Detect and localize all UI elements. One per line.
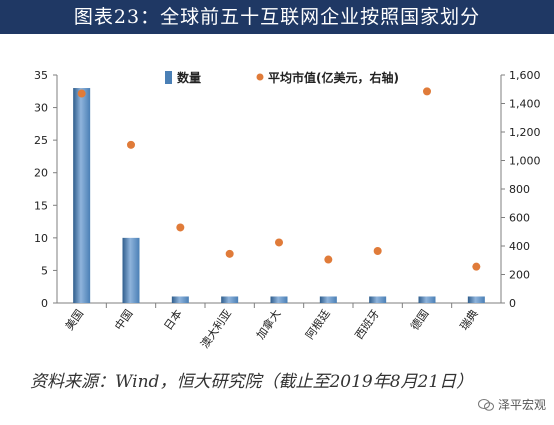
y-left-tick-label: 5 <box>41 264 48 277</box>
watermark: 泽平宏观 <box>477 396 546 413</box>
bar <box>221 296 239 303</box>
y-left-tick-label: 15 <box>34 199 48 212</box>
bar <box>319 296 337 303</box>
y-left-tick-label: 35 <box>34 69 48 82</box>
wechat-icon <box>477 398 494 411</box>
x-category-label: 加拿大 <box>253 307 283 342</box>
x-category-label: 中国 <box>112 307 135 332</box>
y-left-tick-label: 0 <box>41 297 48 310</box>
dots-layer <box>77 87 481 271</box>
scatter-point <box>324 255 333 264</box>
bars-layer <box>73 88 485 304</box>
legend: 数量 平均市值(亿美元，右轴) <box>165 70 399 85</box>
bar <box>122 237 140 303</box>
scatter-point <box>77 89 86 98</box>
watermark-text: 泽平宏观 <box>497 398 546 412</box>
legend-bar-label: 数量 <box>177 70 201 85</box>
x-category-label: 德国 <box>407 307 431 333</box>
y-right-tick-label: 800 <box>509 183 530 196</box>
scatter-point <box>225 249 234 258</box>
y-right-tick-label: 200 <box>509 269 530 282</box>
scatter-point <box>275 238 283 247</box>
y-right-tick-label: 1,400 <box>509 98 541 111</box>
x-category-label: 阿根廷 <box>302 307 332 342</box>
bar <box>171 296 189 303</box>
y-left-tick-label: 10 <box>34 232 48 245</box>
source-note: 资料来源：Wind，恒大研究院（截止至2019年8月21日） <box>30 372 474 392</box>
chart-canvas: 0 5 10 15 20 25 30 35 0 200 400 600 800 1,000 1,200 1,4… <box>34 69 541 351</box>
bar <box>467 296 485 303</box>
x-category-label: 澳大利亚 <box>197 307 234 351</box>
y-left-tick-label: 25 <box>34 134 48 147</box>
x-category-label: 日本 <box>161 307 185 333</box>
x-category-label: 瑞典 <box>457 307 481 333</box>
scatter-point <box>127 140 135 149</box>
scatter-point <box>423 87 431 96</box>
legend-dot-label: 平均市值(亿美元，右轴) <box>268 70 399 85</box>
chart-title: 图表23：全球前五十互联网企业按照国家划分 <box>0 0 554 34</box>
y-right-tick-label: 1,000 <box>509 155 541 168</box>
y-right-tick-label: 600 <box>509 212 530 225</box>
x-category-label: 西班牙 <box>353 307 383 341</box>
bar <box>418 296 436 303</box>
axes-layer: 0 5 10 15 20 25 30 35 0 200 400 600 800 1,000 1,200 1,4… <box>34 69 541 351</box>
y-right-tick-label: 400 <box>509 240 530 253</box>
y-left-tick-label: 20 <box>34 167 48 180</box>
scatter-point <box>472 262 481 271</box>
y-left-tick-label: 30 <box>34 102 48 115</box>
legend-bar-swatch <box>165 71 172 84</box>
x-category-label: 美国 <box>63 307 86 332</box>
scatter-point <box>373 246 382 255</box>
y-right-tick-label: 0 <box>509 297 516 310</box>
bar <box>73 88 91 304</box>
bar <box>369 296 387 303</box>
scatter-point <box>176 223 185 232</box>
y-right-tick-label: 1,200 <box>509 126 541 139</box>
legend-dot-swatch <box>256 73 264 81</box>
bar <box>270 296 288 303</box>
y-right-tick-label: 1,600 <box>509 69 541 82</box>
